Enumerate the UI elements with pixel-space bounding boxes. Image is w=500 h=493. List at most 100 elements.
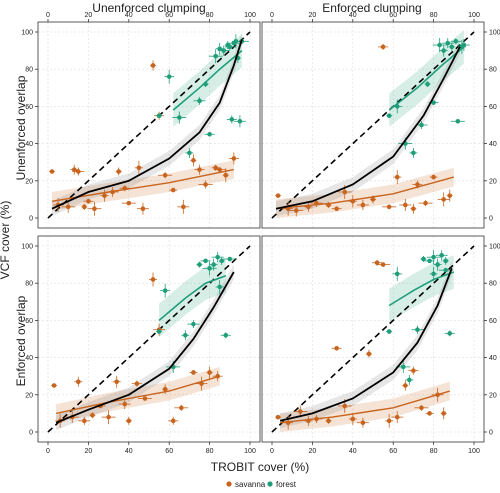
- y-tick-label-right: 0: [489, 430, 493, 437]
- legend-forest-marker: [267, 481, 273, 487]
- y-tick-label-left: 20: [25, 178, 33, 185]
- y-tick-label-left: 20: [25, 392, 33, 399]
- panel-4: 0 20 40 60 80 100 0 20 40 60 80 100: [261, 235, 500, 455]
- savanna-point: [162, 172, 168, 178]
- forest-point: [197, 262, 202, 267]
- y-tick-label-left: 0: [29, 430, 33, 437]
- forest-point: [217, 46, 222, 52]
- x-tick-label-top: 40: [125, 12, 133, 19]
- savanna-point: [342, 189, 348, 195]
- x-tick-label-bottom: 100: [244, 448, 256, 455]
- savanna-point: [403, 202, 408, 208]
- savanna-point: [150, 63, 156, 68]
- row-title-2: Enforced overlap: [14, 295, 28, 386]
- one-to-one-line: [47, 31, 251, 219]
- forest-point: [401, 364, 406, 370]
- savanna-point: [217, 167, 222, 172]
- savanna-point: [197, 167, 202, 172]
- forest-point: [411, 150, 416, 156]
- savanna-point: [90, 412, 95, 418]
- savanna-point: [49, 169, 55, 174]
- forest-point: [237, 118, 243, 124]
- savanna-point: [334, 346, 339, 351]
- forest-point: [453, 39, 459, 44]
- y-tick-label-right: 0: [489, 216, 493, 223]
- panel-frame: [261, 235, 485, 443]
- panel-frame: [261, 21, 485, 229]
- y-tick-label-left: 40: [25, 355, 33, 362]
- forest-point: [386, 329, 392, 334]
- y-tick-label-left: 100: [21, 30, 33, 37]
- savanna-point: [92, 206, 97, 211]
- x-tick-label-bottom: 20: [85, 448, 93, 455]
- savanna-point: [350, 416, 356, 422]
- row-title-1: Unenforced overlap: [14, 75, 28, 180]
- forest-ribbon: [159, 259, 226, 338]
- overall-fit-line: [275, 46, 461, 210]
- savanna-point: [65, 204, 71, 210]
- panel-frame: [37, 21, 261, 229]
- savanna-point: [116, 169, 121, 174]
- x-tick-label-bottom: 80: [206, 448, 214, 455]
- savanna-fit-line: [55, 375, 220, 415]
- forest-point: [437, 42, 442, 48]
- forest-point: [425, 81, 430, 87]
- savanna-point: [427, 411, 432, 416]
- x-tick-label-bottom: 40: [349, 448, 357, 455]
- x-tick-label-bottom: 20: [309, 448, 317, 455]
- x-tick-label-top: 80: [430, 12, 438, 19]
- x-tick-label-top: 0: [270, 12, 274, 19]
- savanna-point: [374, 260, 380, 266]
- forest-point: [227, 256, 233, 262]
- legend-forest-label: forest: [276, 480, 297, 489]
- forest-point: [386, 113, 392, 118]
- y-tick-label-left: 100: [21, 244, 33, 251]
- savanna-point: [207, 370, 212, 375]
- savanna-point: [447, 193, 453, 198]
- savanna-point: [71, 167, 77, 172]
- savanna-fit-line: [275, 176, 454, 210]
- savanna-point: [394, 174, 400, 180]
- x-tick-label-bottom: 100: [468, 448, 480, 455]
- forest-point: [183, 332, 188, 338]
- savanna-point: [380, 262, 386, 267]
- forest-point: [407, 377, 412, 383]
- x-tick-label-top: 0: [46, 12, 50, 19]
- savanna-point: [342, 403, 348, 409]
- savanna-point: [140, 206, 146, 211]
- x-axis-label: TROBIT cover (%): [211, 460, 309, 474]
- forest-point: [156, 329, 162, 334]
- x-tick-label-top: 20: [85, 12, 93, 19]
- savanna-point: [403, 383, 408, 388]
- savanna-point: [297, 409, 303, 414]
- y-tick-label-left: 40: [25, 141, 33, 148]
- savanna-point: [231, 156, 237, 161]
- x-tick-label-top: 20: [309, 12, 317, 19]
- forest-point: [207, 266, 212, 271]
- y-tick-label-right: 80: [489, 67, 497, 74]
- legend-savanna-label: savanna: [235, 480, 266, 489]
- savanna-point: [122, 401, 128, 407]
- x-tick-label-bottom: 60: [165, 448, 173, 455]
- x-tick-label-bottom: 0: [46, 448, 50, 455]
- savanna-point: [102, 193, 107, 198]
- forest-point: [217, 284, 222, 290]
- savanna-point: [293, 208, 299, 213]
- savanna-point: [181, 204, 186, 210]
- forest-fit-line: [388, 271, 455, 307]
- savanna-point: [191, 370, 196, 375]
- savanna-point: [411, 206, 416, 211]
- y-tick-label-left: 60: [25, 318, 33, 325]
- forest-point: [449, 44, 455, 50]
- forest-point: [431, 271, 436, 277]
- savanna-point: [415, 182, 420, 187]
- savanna-point: [86, 198, 91, 204]
- one-to-one-line: [47, 245, 251, 433]
- y-tick-label-left: 80: [25, 281, 33, 288]
- overall-fit-line: [55, 271, 235, 424]
- x-tick-label-bottom: 0: [270, 448, 274, 455]
- y-tick-label-right: 40: [489, 355, 497, 362]
- savanna-point: [191, 158, 196, 163]
- panel-frame: [37, 235, 261, 443]
- savanna-ribbon: [52, 160, 234, 211]
